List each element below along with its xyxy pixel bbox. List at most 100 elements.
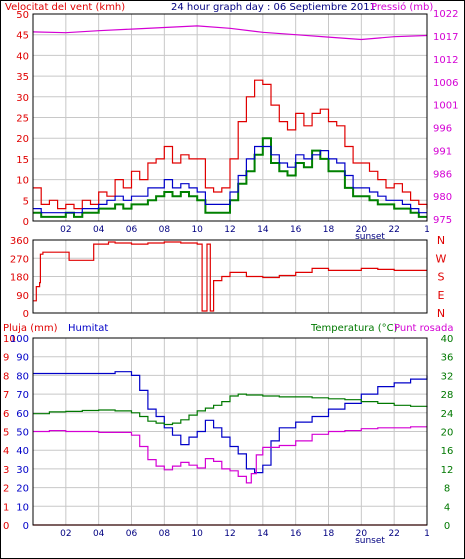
rain-ytick-label: 2 bbox=[3, 484, 9, 495]
humidity-xtick-label: 06 bbox=[126, 529, 138, 539]
wind-axis-label: Velocitat del vent (kmh) bbox=[5, 2, 125, 13]
direction-compass-label: E bbox=[438, 289, 445, 302]
humidity-xtick-label: 10 bbox=[191, 529, 203, 539]
rain-ytick-label: 1 bbox=[3, 502, 9, 513]
humidity-ytick-label: 30 bbox=[16, 465, 29, 476]
humidity-panel-series-punt-rosada bbox=[33, 426, 427, 484]
wind-ytick-label: 35 bbox=[16, 72, 29, 83]
wind-ytick-label: 20 bbox=[16, 134, 29, 145]
temperature-ytick-label: 20 bbox=[441, 428, 454, 439]
rain-ytick-label: 0 bbox=[3, 521, 9, 532]
humidity-xtick-label: 18 bbox=[323, 529, 335, 539]
wind-sunset-label: sunset bbox=[355, 232, 385, 242]
direction-compass-label: N bbox=[437, 234, 445, 247]
humidity-plot-frame bbox=[32, 337, 428, 526]
rain-ytick-label: 10 bbox=[3, 334, 16, 345]
wind-ytick-label: 0 bbox=[23, 217, 29, 228]
temperature-axis-label: Temperatura (°C) bbox=[310, 323, 398, 334]
wind-ytick-label: 5 bbox=[23, 196, 29, 207]
humidity-ytick-label: 50 bbox=[16, 428, 29, 439]
humidity-ytick-label: 40 bbox=[16, 446, 29, 457]
humidity-panel-series-temperatura bbox=[33, 393, 428, 426]
rain-ytick-label: 7 bbox=[3, 390, 9, 401]
humidity-ytick-label: 20 bbox=[16, 484, 29, 495]
temperature-ytick-label: 12 bbox=[441, 465, 454, 476]
direction-plot-frame bbox=[32, 239, 428, 314]
rain-ytick-label: 5 bbox=[3, 428, 9, 439]
pressure-ytick-label: 986 bbox=[433, 169, 452, 180]
wind-xtick-label: 14 bbox=[257, 225, 269, 235]
wind-xtick-label: 02 bbox=[60, 225, 71, 235]
wind-ytick-label: 40 bbox=[16, 51, 29, 62]
humidity-ytick-label: 0 bbox=[23, 521, 29, 532]
humidity-ytick-label: 90 bbox=[16, 353, 29, 364]
direction-compass-label: N bbox=[437, 307, 445, 320]
pressure-ytick-label: 996 bbox=[433, 124, 452, 135]
temperature-ytick-label: 32 bbox=[441, 371, 454, 382]
pressure-series-line bbox=[32, 25, 428, 41]
rain-ytick-label: 9 bbox=[3, 353, 9, 364]
wind-xtick-label: 06 bbox=[126, 225, 138, 235]
humidity-xtick-label: 04 bbox=[93, 529, 105, 539]
pressure-ytick-label: 1001 bbox=[433, 101, 458, 112]
wind-xtick-label: 20 bbox=[356, 225, 368, 235]
humidity-xtick-label: 16 bbox=[290, 529, 302, 539]
direction-series-line bbox=[33, 241, 427, 312]
wind-ytick-label: 25 bbox=[16, 114, 29, 125]
humidity-ytick-label: 80 bbox=[16, 371, 29, 382]
humidity-ytick-label: 100 bbox=[10, 334, 29, 345]
wind-xtick-label: 18 bbox=[323, 225, 335, 235]
pressure-ytick-label: 980 bbox=[433, 192, 452, 203]
wind-xtick-label: 04 bbox=[93, 225, 105, 235]
wind-xtick-label: 08 bbox=[159, 225, 171, 235]
humidity-axis-label: Humitat bbox=[68, 323, 108, 334]
humidity-xtick-label: 22 bbox=[388, 529, 399, 539]
temperature-ytick-label: 40 bbox=[441, 334, 454, 345]
direction-ytick-label: 180 bbox=[10, 273, 29, 284]
rain-ytick-label: 4 bbox=[3, 446, 9, 457]
temperature-ytick-label: 4 bbox=[444, 502, 450, 513]
wind-plot-frame bbox=[32, 13, 428, 222]
wind-xtick-label: 1 bbox=[424, 225, 430, 235]
temperature-ytick-label: 28 bbox=[441, 390, 454, 401]
graph-title: 24 hour graph day : 06 Septiembre 2011 bbox=[171, 2, 376, 13]
pressure-ytick-label: 1022 bbox=[433, 9, 458, 20]
rain-ytick-label: 8 bbox=[3, 371, 9, 382]
humidity-xtick-label: 1 bbox=[424, 529, 430, 539]
wind-ytick-label: 15 bbox=[16, 155, 29, 166]
humidity-sunset-label: sunset bbox=[355, 536, 385, 546]
rain-ytick-label: 6 bbox=[3, 409, 9, 420]
humidity-ytick-label: 70 bbox=[16, 390, 29, 401]
rain-axis-label: Pluja (mm) bbox=[3, 323, 58, 334]
wind-ytick-label: 10 bbox=[16, 176, 29, 187]
humidity-xtick-label: 12 bbox=[224, 529, 235, 539]
wind-series-vent bbox=[33, 137, 427, 218]
direction-compass-label: S bbox=[438, 271, 445, 284]
wind-xtick-label: 22 bbox=[388, 225, 399, 235]
wind-ytick-label: 30 bbox=[16, 93, 29, 104]
temperature-ytick-label: 0 bbox=[444, 521, 450, 532]
temperature-ytick-label: 8 bbox=[444, 484, 450, 495]
humidity-xtick-label: 20 bbox=[356, 529, 368, 539]
dewpoint-axis-label: Punt rosada bbox=[394, 323, 453, 334]
temperature-ytick-label: 36 bbox=[441, 353, 454, 364]
pressure-ytick-label: 1012 bbox=[433, 55, 458, 66]
temperature-ytick-label: 24 bbox=[441, 409, 454, 420]
pressure-ytick-label: 991 bbox=[433, 146, 452, 157]
wind-xtick-label: 10 bbox=[191, 225, 203, 235]
wind-ytick-label: 45 bbox=[16, 31, 29, 42]
wind-series-r-fega bbox=[33, 79, 428, 210]
wind-series-velocitat-mitjana bbox=[33, 145, 427, 214]
pressure-ytick-label: 1006 bbox=[433, 78, 458, 89]
rain-ytick-label: 3 bbox=[3, 465, 9, 476]
direction-ytick-label: 0 bbox=[23, 309, 29, 320]
pressure-ytick-label: 1017 bbox=[433, 32, 458, 43]
humidity-ytick-label: 60 bbox=[16, 409, 29, 420]
wind-xtick-label: 12 bbox=[224, 225, 235, 235]
pressure-ytick-label: 975 bbox=[433, 215, 452, 226]
temperature-ytick-label: 16 bbox=[441, 446, 454, 457]
humidity-xtick-label: 14 bbox=[257, 529, 269, 539]
